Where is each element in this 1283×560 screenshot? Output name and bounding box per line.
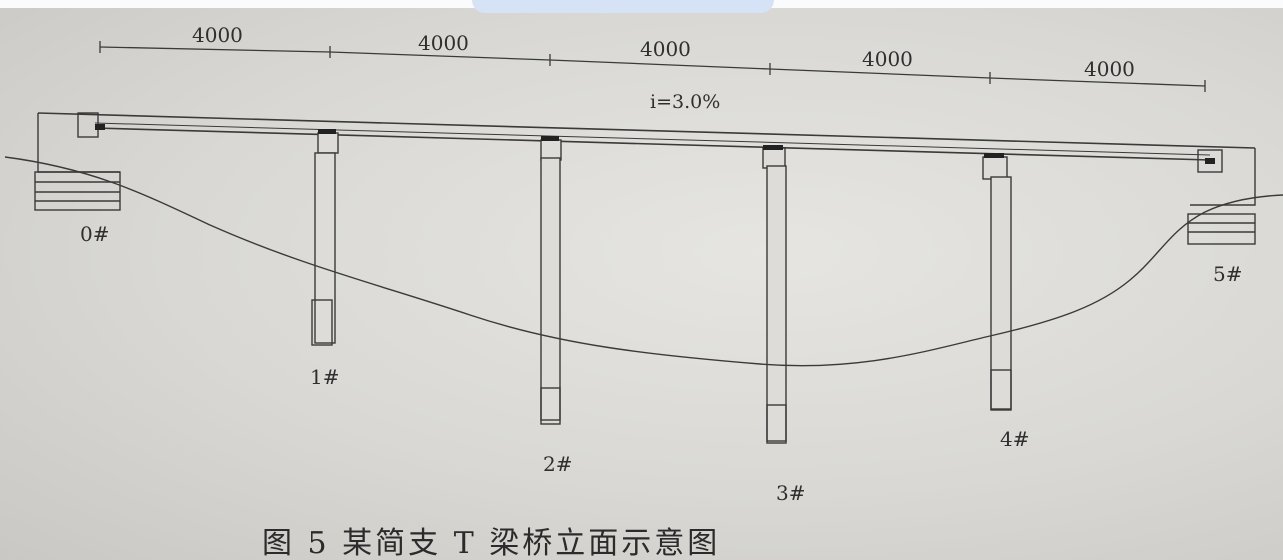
pier-label-5: 5# [1213,262,1242,286]
span-dimension-4: 4000 [862,47,913,71]
figure-caption: 图 5 某简支 T 梁桥立面示意图 [262,526,721,560]
bearing-4 [984,153,1004,158]
pier-label-4: 4# [1000,427,1029,451]
bearing-2 [541,136,559,141]
span-dimension-5: 4000 [1084,57,1135,81]
dimension-line [99,46,1206,87]
pier-1 [311,132,339,346]
abutment-0 [34,112,121,211]
pier-label-2: 2# [543,452,572,476]
top-blue-tab [472,0,774,13]
deck-top-line [37,112,1256,149]
pier-label-1: 1# [310,365,339,389]
bearing-0 [95,124,105,130]
pier-label-0: 0# [80,222,109,246]
deck-inner-line [94,122,1211,156]
ground-line [4,156,1283,367]
span-dimension-2: 4000 [418,31,469,55]
span-dimension-3: 4000 [640,37,691,61]
pier-4 [982,156,1012,411]
span-dimension-1: 4000 [192,23,243,47]
dimension-line-group [99,41,1206,92]
slope-label: i=3.0% [650,91,720,113]
bearing-1 [318,129,336,134]
abutment-5 [1187,148,1256,245]
pier-3 [762,147,787,444]
deck-group [37,112,1256,161]
pier-label-3: 3# [776,481,805,505]
bearing-5 [1205,158,1215,164]
bearing-3 [763,145,783,150]
pier-2 [540,139,562,425]
deck-bottom-line [94,127,1211,161]
